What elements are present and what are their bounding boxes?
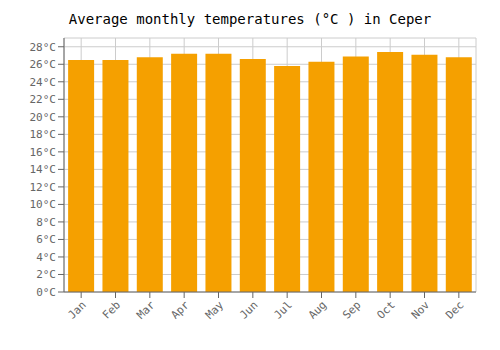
svg-text:2°C: 2°C: [36, 268, 56, 281]
svg-text:Aug: Aug: [306, 298, 329, 321]
svg-text:24°C: 24°C: [30, 76, 57, 89]
svg-text:18°C: 18°C: [30, 128, 57, 141]
svg-text:Jun: Jun: [237, 298, 260, 321]
svg-text:0°C: 0°C: [36, 286, 56, 299]
svg-text:Jan: Jan: [66, 298, 89, 321]
svg-text:28°C: 28°C: [30, 41, 57, 54]
svg-text:Jul: Jul: [272, 298, 295, 321]
svg-text:May: May: [203, 298, 227, 322]
svg-text:6°C: 6°C: [36, 233, 56, 246]
svg-text:16°C: 16°C: [30, 146, 57, 159]
svg-text:Feb: Feb: [100, 298, 123, 321]
svg-text:Oct: Oct: [375, 298, 398, 321]
svg-text:8°C: 8°C: [36, 216, 56, 229]
svg-text:4°C: 4°C: [36, 251, 56, 264]
svg-text:12°C: 12°C: [30, 181, 57, 194]
svg-text:Nov: Nov: [409, 298, 433, 322]
svg-text:26°C: 26°C: [30, 58, 57, 71]
svg-text:14°C: 14°C: [30, 163, 57, 176]
svg-text:10°C: 10°C: [30, 198, 57, 211]
html-text:Average monthly temperatures (: Average monthly temperatures (°C ) in Ce…: [68, 11, 432, 27]
svg-text:Apr: Apr: [169, 298, 193, 322]
svg-text:22°C: 22°C: [30, 93, 57, 106]
svg-text:Sep: Sep: [340, 298, 363, 321]
svg-text:20°C: 20°C: [30, 111, 57, 124]
svg-text:Dec: Dec: [443, 298, 466, 321]
svg-text:Mar: Mar: [134, 298, 158, 322]
